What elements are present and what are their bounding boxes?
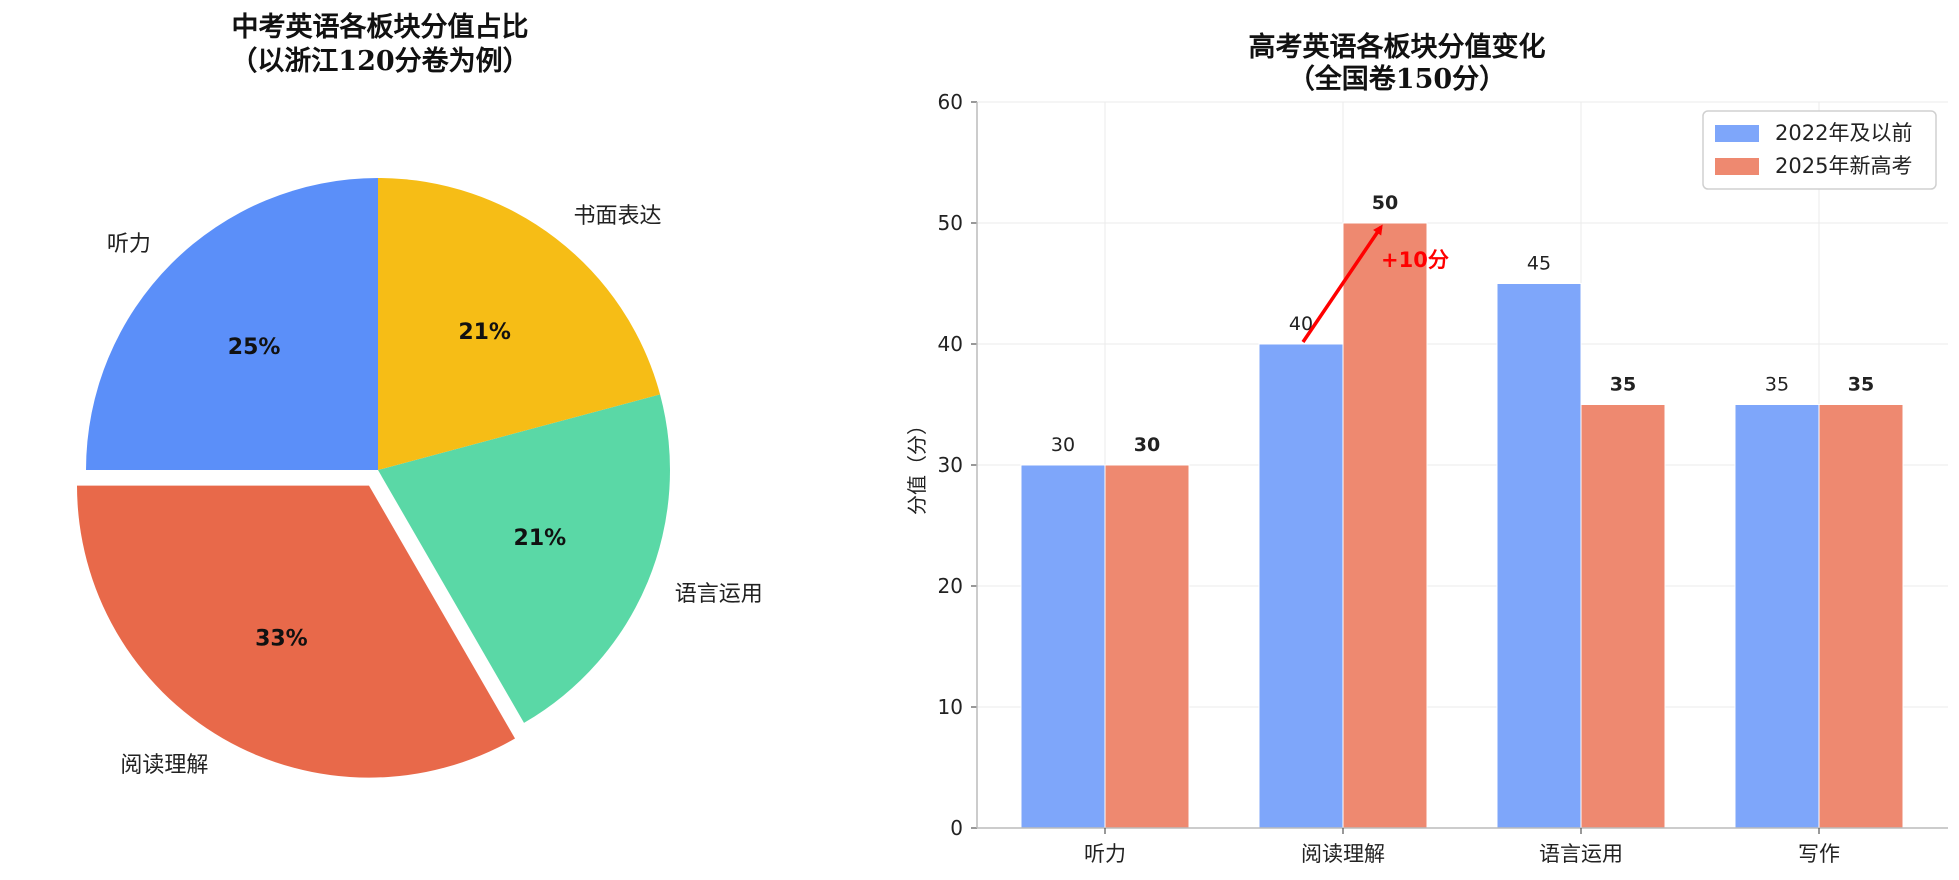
annotation-arrow (1301, 224, 1383, 343)
bar-chart: 高考英语各板块分值变化 （全国卷150分） 30 40 45 35 30 50 35 35 0… (905, 31, 1948, 866)
x-tick-label-1: 阅读理解 (1301, 842, 1385, 866)
bar-axes: 0 10 20 30 40 50 60 听力 阅读理解 语言运用 写作 (938, 90, 1948, 866)
pie-slice-3 (378, 178, 661, 470)
pie-pct-label-1: 33% (255, 626, 308, 651)
legend-label-1: 2025年新高考 (1775, 154, 1912, 178)
bar-subtitle: （全国卷150分） (1288, 63, 1506, 95)
pie-slices: 25% 听力 33% 阅读理解 21% 语言运用 21% 书面表达 (77, 178, 763, 778)
y-tick-label-0: 0 (950, 816, 963, 840)
bar-s0-c2 (1496, 283, 1582, 829)
bar-value-label-s0-c3: 35 (1765, 374, 1789, 396)
bar-s0-c3 (1734, 404, 1820, 829)
y-axis-label: 分值（分） (905, 415, 929, 515)
bar-s1-c2 (1580, 404, 1666, 829)
y-tick-label-2: 20 (938, 574, 963, 598)
bar-value-label-s1-c0: 30 (1134, 434, 1160, 456)
x-tick-label-2: 语言运用 (1539, 842, 1623, 866)
pie-pct-label-2: 21% (514, 526, 567, 551)
pie-pct-label-3: 21% (458, 320, 511, 345)
y-tick-label-3: 30 (938, 453, 963, 477)
legend-box (1702, 110, 1937, 190)
y-tick-label-5: 50 (938, 211, 963, 235)
legend: 2022年及以前 2025年新高考 (1702, 110, 1937, 190)
pie-slice-1 (77, 485, 515, 778)
pie-label-0: 听力 (107, 232, 151, 257)
bar-s1-c3 (1818, 404, 1904, 829)
pie-chart: 中考英语各板块分值占比 （以浙江120分卷为例） 25% 听力 33% 阅读理解 21%… (77, 11, 763, 778)
bar-value-label-s0-c1: 40 (1289, 313, 1313, 335)
bar-value-label-s0-c2: 45 (1527, 253, 1551, 275)
bar-value-label-s1-c3: 35 (1848, 374, 1874, 396)
bar-annotation: +10分 (1301, 224, 1449, 343)
pie-label-1: 阅读理解 (120, 753, 208, 778)
pie-pct-label-0: 25% (228, 335, 281, 360)
legend-swatch-1 (1715, 158, 1759, 175)
pie-slice-0 (86, 178, 378, 470)
pie-slice-2 (378, 394, 671, 723)
bar-bars: 30 40 45 35 30 50 35 35 (1020, 192, 1904, 829)
bar-s0-c1 (1258, 343, 1344, 829)
annotation-label: +10分 (1381, 248, 1449, 272)
legend-label-0: 2022年及以前 (1775, 121, 1912, 145)
pie-title: 中考英语各板块分值占比 (232, 11, 529, 43)
bar-s1-c0 (1104, 464, 1190, 829)
bar-value-label-s1-c1: 50 (1372, 192, 1398, 214)
bar-value-label-s0-c0: 30 (1051, 434, 1075, 456)
bar-value-label-s1-c2: 35 (1610, 374, 1636, 396)
x-tick-label-0: 听力 (1084, 842, 1126, 866)
y-tick-label-6: 60 (938, 90, 963, 114)
bar-title: 高考英语各板块分值变化 (1249, 31, 1546, 63)
pie-label-2: 语言运用 (675, 582, 763, 607)
y-tick-label-4: 40 (938, 332, 963, 356)
pie-label-3: 书面表达 (574, 204, 662, 229)
legend-swatch-0 (1715, 125, 1759, 142)
bar-s1-c1 (1342, 222, 1428, 829)
bar-s0-c0 (1020, 464, 1106, 829)
pie-subtitle: （以浙江120分卷为例） (230, 46, 529, 77)
y-tick-label-1: 10 (938, 695, 963, 719)
x-tick-label-3: 写作 (1798, 842, 1840, 866)
